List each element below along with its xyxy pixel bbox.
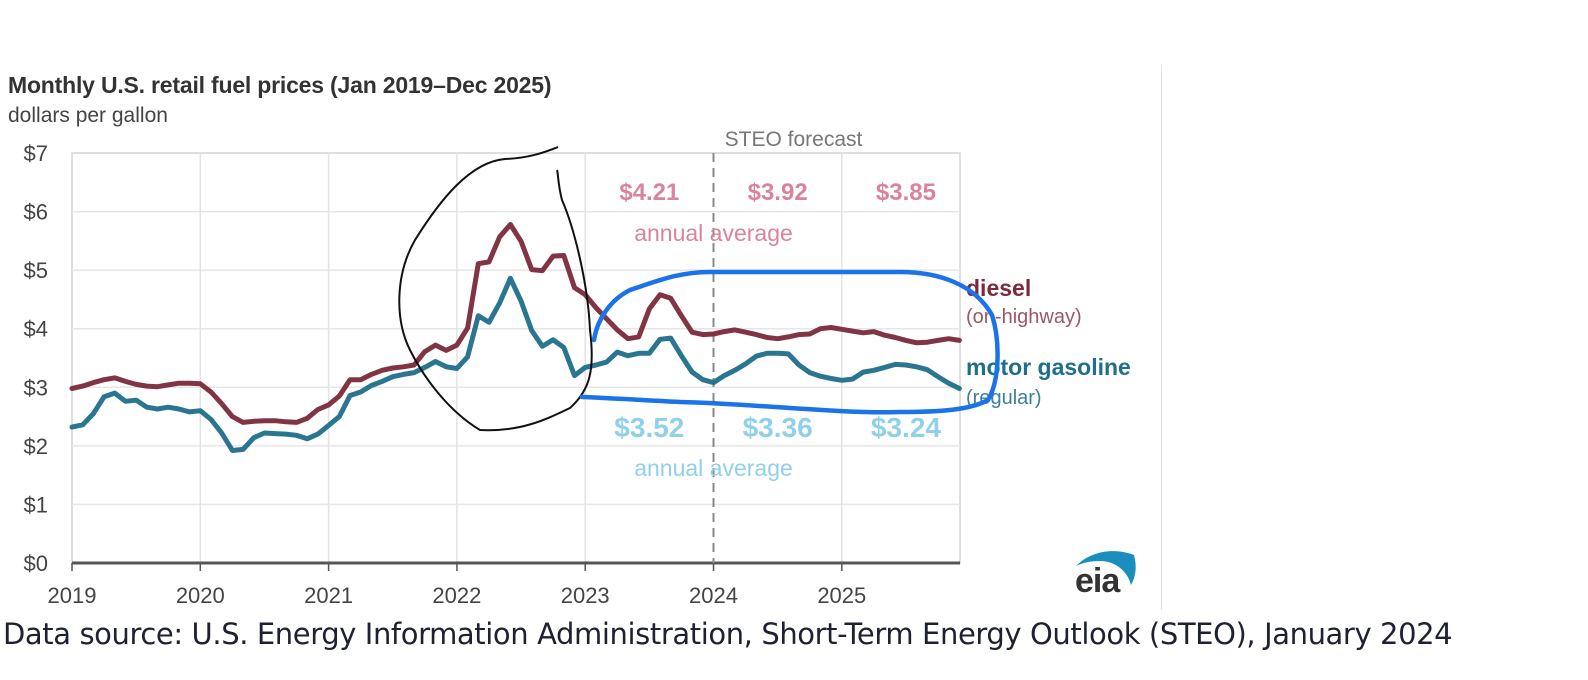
x-tick-label: 2019: [48, 583, 97, 608]
annual-average-value: $3.52: [614, 412, 684, 443]
annual-average-value: $3.36: [743, 412, 813, 443]
x-tick-label: 2022: [432, 583, 481, 608]
eia-logo-swoosh-icon: [1076, 551, 1136, 585]
annual-average-caption: annual average: [634, 220, 793, 246]
hand-drawn-annotations: [398, 146, 1000, 432]
series-labels: diesel(on-highway)motor gasoline(regular…: [966, 275, 1131, 409]
y-tick-label: $5: [24, 258, 48, 283]
data-source-caption: Data source: U.S. Energy Information Adm…: [3, 617, 1453, 651]
annual-average-value: $3.85: [876, 179, 936, 206]
x-tick-label: 2021: [304, 583, 353, 608]
y-tick-label: $3: [24, 375, 48, 400]
eia-logo: eia: [1075, 551, 1136, 600]
annotation-circle: [398, 146, 593, 432]
grid-lines: [71, 152, 961, 564]
annotation-loop: [579, 269, 1000, 415]
plot-frame: [71, 152, 961, 564]
chart-plot: $0 $1 $2 $3 $4 $5 $6 $7 2019 2020 2021 2022 2023 202…: [24, 128, 1136, 608]
annual-average-value: $3.24: [871, 412, 941, 443]
x-tick-label: 2025: [817, 583, 866, 608]
x-axis-ticks: 2019 2020 2021 2022 2023 2024 2025: [48, 561, 960, 608]
x-tick-label: 2024: [689, 583, 738, 608]
y-tick-label: $4: [24, 317, 48, 342]
series-lines: [69, 222, 962, 453]
annual-average-caption: annual average: [634, 455, 793, 481]
y-tick-label: $6: [24, 200, 48, 225]
y-axis-ticks: $0 $1 $2 $3 $4 $5 $6 $7: [24, 141, 48, 576]
forecast-label: STEO forecast: [725, 128, 863, 151]
chart-title: Monthly U.S. retail fuel prices (Jan 201…: [8, 72, 552, 98]
x-tick-label: 2020: [176, 583, 225, 608]
series-label: motor gasoline: [966, 354, 1131, 380]
eia-logo-text: eia: [1075, 562, 1121, 600]
chart-subtitle: dollars per gallon: [8, 104, 168, 127]
annual-average-value: $4.21: [619, 179, 679, 206]
panel-separator: [1161, 65, 1162, 610]
y-tick-label: $2: [24, 434, 48, 459]
forecast-marker: STEO forecast: [712, 128, 863, 563]
annual-average-labels: $4.21 $3.92 $3.85 annual average $3.52 $3.36 $…: [614, 179, 941, 481]
x-tick-label: 2023: [561, 583, 610, 608]
y-tick-label: $7: [24, 141, 48, 166]
annual-average-value: $3.92: [748, 179, 808, 206]
y-tick-label: $1: [24, 492, 48, 517]
series-line-motor-gasoline: [69, 275, 962, 453]
series-sublabel: (on-highway): [966, 306, 1082, 328]
y-tick-label: $0: [24, 551, 48, 576]
series-line-diesel: [69, 222, 962, 425]
